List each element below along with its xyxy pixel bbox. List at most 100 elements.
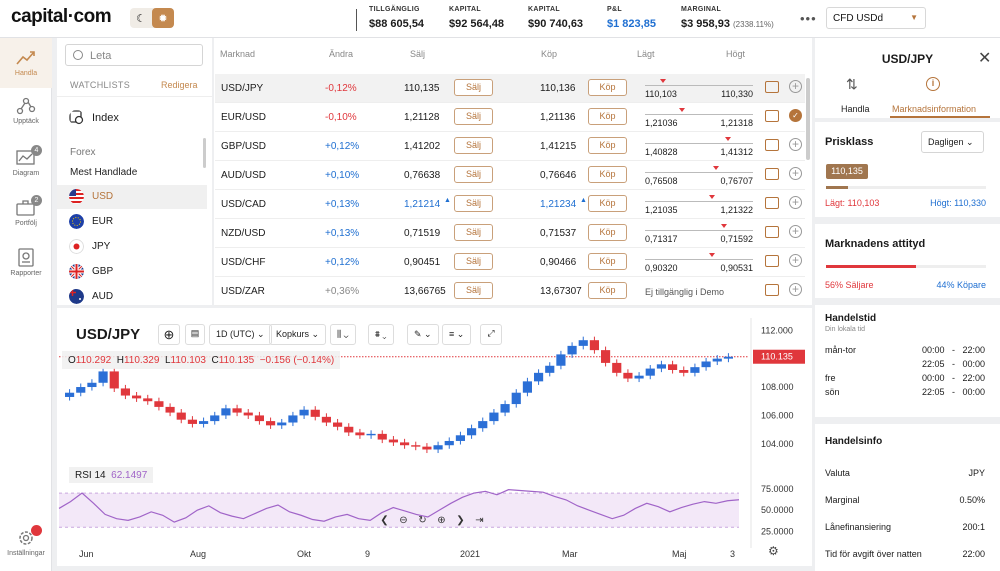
- fullscreen-icon[interactable]: ⤢: [480, 324, 502, 345]
- add-watchlist-icon[interactable]: +: [789, 254, 802, 267]
- theme-toggle[interactable]: ☾ ✹: [130, 8, 174, 28]
- moon-icon[interactable]: ☾: [136, 12, 146, 25]
- draw-icon[interactable]: ✎ ⌄: [407, 324, 439, 345]
- add-indicator-icon[interactable]: ⊕: [158, 324, 180, 345]
- us-flag-icon: [69, 189, 84, 204]
- buy-button[interactable]: Köp: [588, 224, 627, 241]
- table-row[interactable]: USD/JPY -0,12% 110,135 Sälj 110,136 Köp 110,10…: [215, 74, 805, 103]
- scrollbar[interactable]: [203, 138, 206, 168]
- sell-button[interactable]: Sälj: [454, 224, 493, 241]
- chevron-down-icon: ⌄: [257, 329, 265, 339]
- candle: [299, 409, 309, 416]
- col-header-sell[interactable]: Sälj: [410, 49, 426, 59]
- col-header-low[interactable]: Lägt: [637, 49, 655, 59]
- logo[interactable]: capital·com: [11, 6, 112, 27]
- add-watchlist-icon[interactable]: +: [789, 225, 802, 238]
- sell-button[interactable]: Sälj: [454, 137, 493, 154]
- chart-icon[interactable]: [765, 139, 779, 151]
- sun-icon[interactable]: ✹: [152, 8, 174, 28]
- chart-icon[interactable]: [765, 197, 779, 209]
- tab-trade[interactable]: Handla: [841, 104, 870, 114]
- chart-icon[interactable]: [765, 110, 779, 122]
- account-select[interactable]: CFD USDd ▼: [826, 7, 926, 29]
- buy-button[interactable]: Köp: [588, 253, 627, 270]
- chart-icon[interactable]: [765, 284, 779, 296]
- price-type-select[interactable]: Kopkurs ⌄: [269, 324, 327, 345]
- table-row[interactable]: USD/ZAR +0,36% 13,66765 Sälj 13,67307 Köp Ej t…: [215, 277, 805, 306]
- chart-settings-icon[interactable]: ⚙: [768, 544, 779, 558]
- trade-arrows-icon[interactable]: ⇅: [846, 76, 858, 92]
- range-marker: [721, 224, 727, 228]
- market-change: +0,13%: [325, 199, 360, 210]
- search-input[interactable]: Leta: [65, 44, 203, 66]
- add-watchlist-icon[interactable]: +: [789, 283, 802, 296]
- watchlist-item-index[interactable]: Index: [57, 106, 207, 130]
- table-row[interactable]: GBP/USD +0,12% 1,41202 Sälj 1,41215 Köp 1,4082…: [215, 132, 805, 161]
- sell-button[interactable]: Sälj: [454, 79, 493, 96]
- interval-select[interactable]: 1D (UTC) ⌄: [209, 324, 272, 345]
- chart-icon[interactable]: [765, 226, 779, 238]
- table-row[interactable]: EUR/USD -0,10% 1,21128 Sälj 1,21136 Köp 1,2103…: [215, 103, 805, 132]
- close-icon[interactable]: ✕: [978, 50, 992, 67]
- buy-button[interactable]: Köp: [588, 195, 627, 212]
- scroll-right-icon[interactable]: ❯: [456, 515, 465, 526]
- buy-button[interactable]: Köp: [588, 137, 627, 154]
- add-watchlist-icon[interactable]: +: [789, 80, 802, 93]
- zoom-in-icon[interactable]: ⊕: [437, 515, 446, 526]
- sidebar-item-portfolio[interactable]: 2 Portfölj: [0, 195, 52, 227]
- edit-link[interactable]: Redigera: [161, 80, 198, 90]
- sell-button[interactable]: Sälj: [454, 253, 493, 270]
- col-header-change[interactable]: Ändra: [329, 49, 354, 59]
- sidebar-item-charts[interactable]: 4 Diagram: [0, 145, 52, 177]
- chart-icon[interactable]: [765, 255, 779, 267]
- chart-icon[interactable]: [765, 81, 779, 93]
- list-item[interactable]: USD: [57, 185, 207, 209]
- period-select[interactable]: Dagligen ⌄: [921, 131, 984, 153]
- sell-button[interactable]: Sälj: [454, 195, 493, 212]
- chart-tools-icon[interactable]: ⩩ ⌄: [368, 324, 394, 345]
- sell-button[interactable]: Sälj: [454, 166, 493, 183]
- add-watchlist-icon[interactable]: +: [789, 167, 802, 180]
- sidebar-item-reports[interactable]: Rapporter: [0, 248, 52, 277]
- more-icon[interactable]: •••: [800, 11, 817, 26]
- sidebar-item-discover[interactable]: Upptäck: [0, 96, 52, 125]
- list-item[interactable]: EUR: [57, 210, 207, 234]
- sell-button[interactable]: Sälj: [454, 108, 493, 125]
- zoom-out-icon[interactable]: ⊖: [399, 515, 408, 526]
- list-item[interactable]: JPY: [57, 235, 207, 259]
- indicator-icon[interactable]: ▤: [185, 324, 205, 345]
- list-item[interactable]: GBP: [57, 260, 207, 284]
- market-pair: USD/ZAR: [221, 286, 265, 297]
- col-header-buy[interactable]: Köp: [541, 49, 558, 59]
- buy-button[interactable]: Köp: [588, 108, 627, 125]
- add-watchlist-icon[interactable]: +: [789, 196, 802, 209]
- col-header-market[interactable]: Marknad: [220, 49, 256, 59]
- x-tick-label: Mar: [562, 549, 578, 559]
- scroll-left-icon[interactable]: ❮: [380, 515, 389, 526]
- table-row[interactable]: AUD/USD +0,10% 0,76638 Sälj 0,76646 Köp 0,7650…: [215, 161, 805, 190]
- section-most-traded[interactable]: Mest Handlade: [70, 167, 138, 178]
- table-row[interactable]: NZD/USD +0,13% 0,71519 Sälj 0,71537 Köp 0,7131…: [215, 219, 805, 248]
- list-item[interactable]: AUD: [57, 285, 207, 305]
- buy-button[interactable]: Köp: [588, 79, 627, 96]
- tab-market-info[interactable]: Marknadsinformation: [892, 104, 977, 114]
- checked-icon[interactable]: ✓: [789, 109, 802, 122]
- candle-type-icon[interactable]: ⫼ ⌄: [330, 324, 356, 345]
- col-header-high[interactable]: Högt: [726, 49, 746, 59]
- sidebar-item-trade[interactable]: Handla: [0, 38, 52, 88]
- buy-button[interactable]: Köp: [588, 166, 627, 183]
- buy-button[interactable]: Köp: [588, 282, 627, 299]
- sidebar-item-settings[interactable]: ! Inställningar: [7, 525, 45, 557]
- table-row[interactable]: USD/CHF +0,12% 0,90451 Sälj 0,90466 Köp 0,9032…: [215, 248, 805, 277]
- table-row[interactable]: USD/CAD +0,13% 1,21214 ▲ Sälj 1,21234 ▲ Köp 1,21…: [215, 190, 805, 219]
- scrollbar[interactable]: [806, 78, 810, 160]
- scroll-end-icon[interactable]: ⇥: [475, 515, 484, 526]
- layers-icon[interactable]: ≡ ⌄: [442, 324, 472, 345]
- add-watchlist-icon[interactable]: +: [789, 138, 802, 151]
- ohlc-readout: O110.292 H110.329 L110.103 C110.135 −0.1…: [62, 351, 341, 369]
- info-icon[interactable]: i: [926, 77, 940, 91]
- sell-button[interactable]: Sälj: [454, 282, 493, 299]
- price-chart[interactable]: 112.000110.000108.000106.000104.000110.1…: [57, 308, 812, 566]
- chart-icon[interactable]: [765, 168, 779, 180]
- reset-icon[interactable]: ↻: [418, 515, 427, 526]
